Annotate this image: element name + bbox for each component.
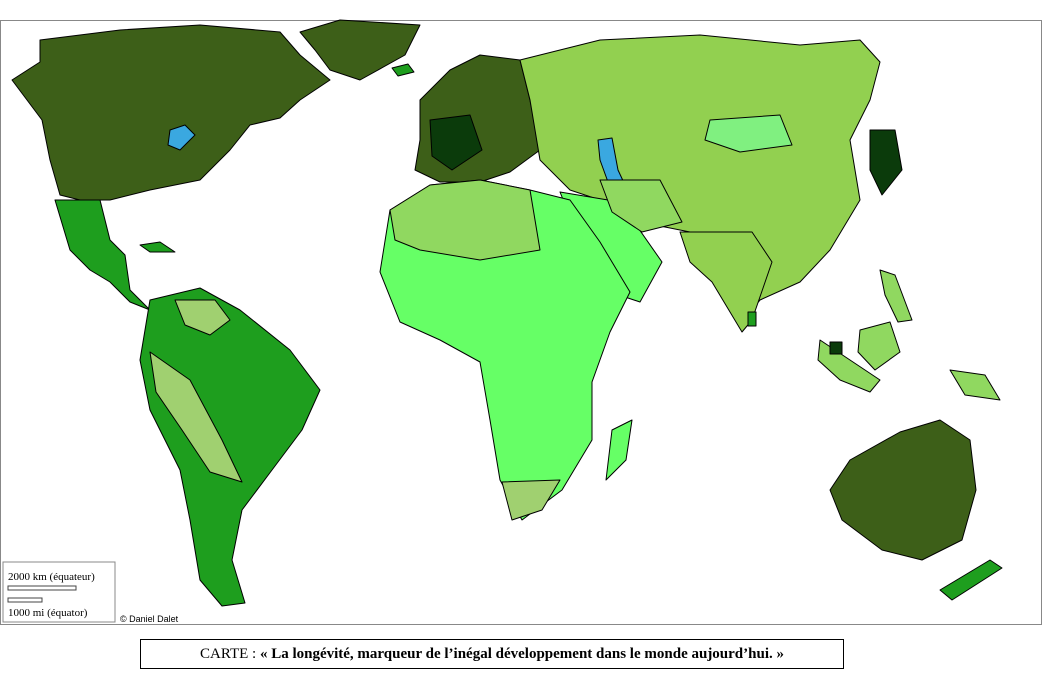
iran [599,179,683,233]
andes [149,351,243,483]
scale-bar [7,585,77,591]
philippines [879,269,913,323]
south-america [139,287,321,607]
lakes [167,124,196,151]
scale-km: 2000 km (équateur) [8,571,95,583]
scale-mi: 1000 mi (équator) [8,607,88,619]
borneo [857,321,901,371]
madagascar [605,419,633,481]
sri-lanka [747,311,757,327]
guiana [174,299,231,336]
france [429,114,483,171]
asia [519,34,881,323]
greenland [299,19,421,81]
scale-bar [7,597,43,603]
south-africa [501,479,561,521]
north-america [11,24,331,201]
new-guinea [949,369,1001,401]
caption-prefix: CARTE : [200,646,257,662]
mongolia [704,114,793,153]
caption-title: « La longévité, marqueur de l’inégal dév… [259,646,784,662]
cuba [139,241,176,253]
world-map: 2000 km (équateur) 1000 mi (équator) © D… [0,19,1042,625]
iceland [391,63,415,77]
singapore [829,341,843,355]
scale-box [2,561,116,623]
north-africa [389,179,541,261]
new-zealand [939,559,1003,601]
caption: CARTE : « La longévité, marqueur de l’in… [140,639,844,669]
credit: © Daniel Dalet [120,614,179,624]
australia [829,419,977,561]
india [679,231,773,333]
japan [869,129,903,196]
